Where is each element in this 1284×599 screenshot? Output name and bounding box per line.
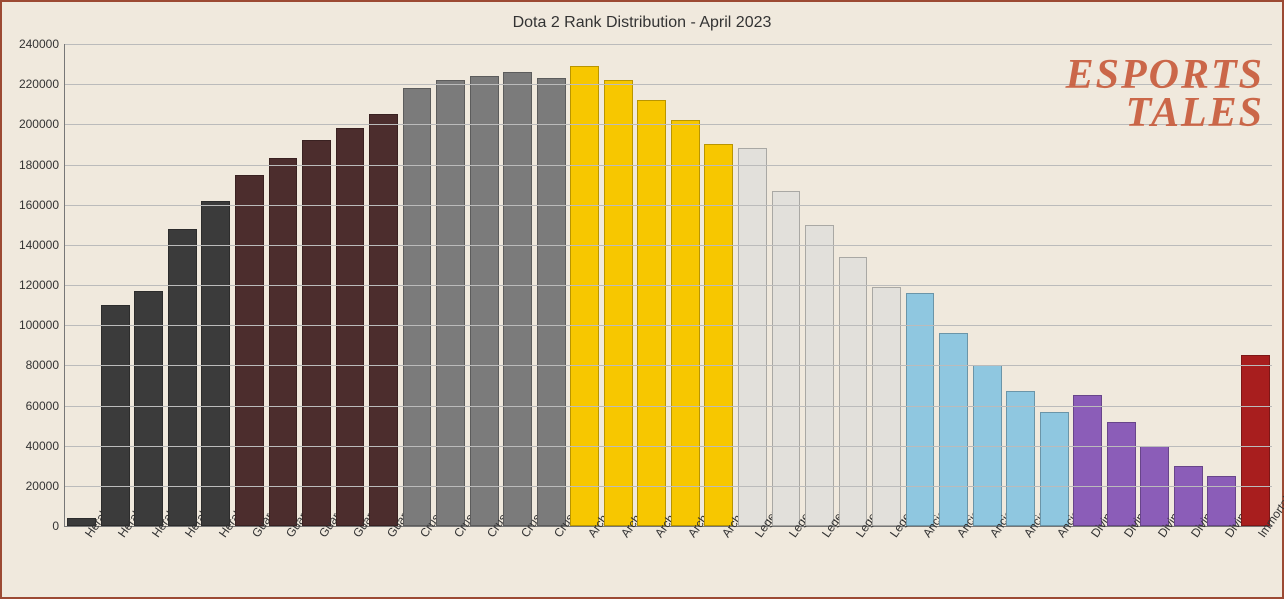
bar [1241, 355, 1270, 526]
bar [503, 72, 532, 526]
gridline [65, 446, 1272, 447]
bar [570, 66, 599, 526]
ytick-label: 200000 [19, 117, 65, 131]
ytick-label: 40000 [26, 439, 65, 453]
bar [872, 287, 901, 526]
ytick-label: 140000 [19, 238, 65, 252]
gridline [65, 486, 1272, 487]
bar [336, 128, 365, 526]
bar [269, 158, 298, 526]
bar [369, 114, 398, 526]
gridline [65, 44, 1272, 45]
bar [1073, 395, 1102, 526]
gridline [65, 165, 1272, 166]
chart-title: Dota 2 Rank Distribution - April 2023 [2, 2, 1282, 40]
bar [671, 120, 700, 526]
bar [704, 144, 733, 526]
ytick-label: 100000 [19, 318, 65, 332]
bar [537, 78, 566, 526]
bar [101, 305, 130, 526]
gridline [65, 406, 1272, 407]
bar [906, 293, 935, 526]
gridline [65, 365, 1272, 366]
bar [772, 191, 801, 526]
gridline [65, 285, 1272, 286]
bar [604, 80, 633, 526]
bar [235, 175, 264, 526]
bar [134, 291, 163, 526]
chart-container: Dota 2 Rank Distribution - April 2023 He… [0, 0, 1284, 599]
ytick-label: 0 [52, 519, 65, 533]
bar [403, 88, 432, 526]
bar [168, 229, 197, 526]
bar [939, 333, 968, 526]
bar [470, 76, 499, 526]
gridline [65, 124, 1272, 125]
bar [302, 140, 331, 526]
ytick-label: 80000 [26, 358, 65, 372]
ytick-label: 240000 [19, 37, 65, 51]
bar [201, 201, 230, 526]
bar [436, 80, 465, 526]
bar [1107, 422, 1136, 526]
ytick-label: 160000 [19, 198, 65, 212]
bar [1006, 391, 1035, 526]
gridline [65, 205, 1272, 206]
gridline [65, 245, 1272, 246]
ytick-label: 20000 [26, 479, 65, 493]
gridline [65, 325, 1272, 326]
ytick-label: 220000 [19, 77, 65, 91]
ytick-label: 120000 [19, 278, 65, 292]
ytick-label: 180000 [19, 158, 65, 172]
bar [1040, 412, 1069, 526]
plot-area: Herald 1Herald 2Herald 3Herald 4Herald 5… [64, 44, 1272, 527]
bar [805, 225, 834, 526]
gridline [65, 84, 1272, 85]
ytick-label: 60000 [26, 399, 65, 413]
